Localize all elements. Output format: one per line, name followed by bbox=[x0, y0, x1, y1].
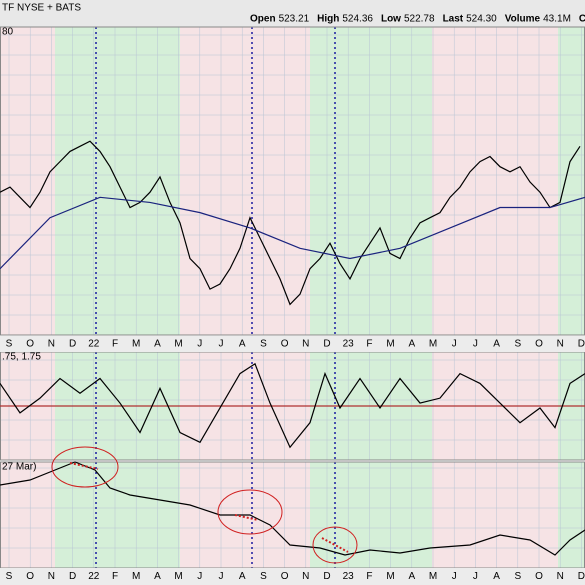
x-tick-label: D bbox=[578, 571, 585, 582]
series-line bbox=[0, 196, 585, 270]
stat-label: Low bbox=[381, 14, 401, 25]
x-tick-label: N bbox=[48, 339, 55, 350]
axis-strip bbox=[0, 336, 585, 352]
season-band bbox=[558, 462, 585, 568]
season-band bbox=[180, 27, 310, 335]
season-band bbox=[310, 27, 432, 335]
x-tick-label: F bbox=[112, 339, 118, 350]
x-tick-label: A bbox=[493, 339, 500, 350]
stat-label: Chg bbox=[579, 14, 585, 25]
stat-value: 43.1M bbox=[543, 14, 571, 25]
x-tick-label: O bbox=[26, 571, 34, 582]
x-tick-label: N bbox=[302, 571, 309, 582]
x-tick-label: A bbox=[408, 339, 415, 350]
x-tick-label: N bbox=[557, 571, 564, 582]
stat-value: 524.30 bbox=[466, 14, 497, 25]
stat-label: High bbox=[317, 14, 339, 25]
annotation-circle bbox=[312, 526, 358, 564]
stat-label: Open bbox=[250, 14, 276, 25]
x-tick-label: F bbox=[366, 339, 372, 350]
x-tick-label: O bbox=[535, 339, 543, 350]
x-tick-label: M bbox=[386, 571, 394, 582]
x-tick-label: S bbox=[6, 571, 13, 582]
x-tick-label: S bbox=[514, 571, 521, 582]
x-tick-label: M bbox=[174, 571, 182, 582]
annotation-trend bbox=[69, 462, 99, 470]
x-tick-label: O bbox=[535, 571, 543, 582]
series-line bbox=[0, 140, 581, 306]
symbol: TF NYSE + BATS bbox=[2, 3, 81, 14]
season-band bbox=[432, 462, 558, 568]
x-tick-label: A bbox=[239, 339, 246, 350]
x-tick-label: D bbox=[578, 339, 585, 350]
x-tick-label: N bbox=[302, 339, 309, 350]
stat-value: 524.36 bbox=[342, 14, 373, 25]
stat-value: 522.78 bbox=[404, 14, 435, 25]
season-band bbox=[0, 462, 55, 568]
annotation-circle bbox=[51, 446, 119, 488]
x-tick-label: D bbox=[69, 339, 76, 350]
stat-label: Volume bbox=[505, 14, 541, 25]
x-tick-label: J bbox=[197, 571, 202, 582]
panel-label: .75, 1.75 bbox=[2, 352, 41, 363]
season-band bbox=[310, 462, 432, 568]
x-tick-label: O bbox=[281, 339, 289, 350]
x-tick-label: 22 bbox=[88, 571, 100, 582]
season-band bbox=[432, 27, 558, 335]
season-band bbox=[558, 27, 585, 335]
x-tick-label: A bbox=[408, 571, 415, 582]
x-tick-label: 22 bbox=[88, 339, 100, 350]
season-band bbox=[0, 27, 55, 335]
series-line bbox=[0, 362, 585, 449]
panel-label: 27 Mar) bbox=[2, 462, 36, 473]
x-tick-label: J bbox=[197, 339, 202, 350]
x-tick-label: M bbox=[429, 571, 437, 582]
x-tick-label: J bbox=[473, 571, 478, 582]
x-tick-label: S bbox=[260, 571, 267, 582]
x-tick-label: M bbox=[386, 339, 394, 350]
x-tick-label: M bbox=[132, 339, 140, 350]
x-tick-label: 23 bbox=[343, 571, 355, 582]
x-tick-label: D bbox=[323, 339, 330, 350]
x-tick-label: N bbox=[557, 339, 564, 350]
x-tick-label: J bbox=[452, 571, 457, 582]
x-tick-label: J bbox=[473, 339, 478, 350]
x-tick-label: J bbox=[452, 339, 457, 350]
x-tick-label: A bbox=[154, 339, 161, 350]
x-tick-label: J bbox=[219, 571, 224, 582]
axis-strip bbox=[0, 568, 585, 585]
x-tick-label: M bbox=[132, 571, 140, 582]
series-line bbox=[0, 461, 585, 556]
x-tick-label: S bbox=[514, 339, 521, 350]
panel-label: 80 bbox=[2, 27, 14, 38]
x-tick-label: A bbox=[239, 571, 246, 582]
season-band bbox=[55, 462, 180, 568]
x-tick-label: D bbox=[69, 571, 76, 582]
x-tick-label: A bbox=[154, 571, 161, 582]
header-bar bbox=[0, 0, 585, 27]
annotation-trend bbox=[321, 537, 349, 553]
x-tick-label: O bbox=[26, 339, 34, 350]
x-tick-label: S bbox=[260, 339, 267, 350]
stat-label: Last bbox=[443, 14, 464, 25]
x-tick-label: O bbox=[281, 571, 289, 582]
x-tick-label: S bbox=[6, 339, 13, 350]
x-tick-label: M bbox=[429, 339, 437, 350]
x-tick-label: J bbox=[219, 339, 224, 350]
x-tick-label: D bbox=[323, 571, 330, 582]
x-tick-label: N bbox=[48, 571, 55, 582]
x-tick-label: A bbox=[493, 571, 500, 582]
x-tick-label: F bbox=[366, 571, 372, 582]
stat-value: 523.21 bbox=[279, 14, 310, 25]
annotation-circle bbox=[217, 489, 283, 535]
x-tick-label: F bbox=[112, 571, 118, 582]
x-tick-label: 23 bbox=[343, 339, 355, 350]
x-tick-label: M bbox=[174, 339, 182, 350]
